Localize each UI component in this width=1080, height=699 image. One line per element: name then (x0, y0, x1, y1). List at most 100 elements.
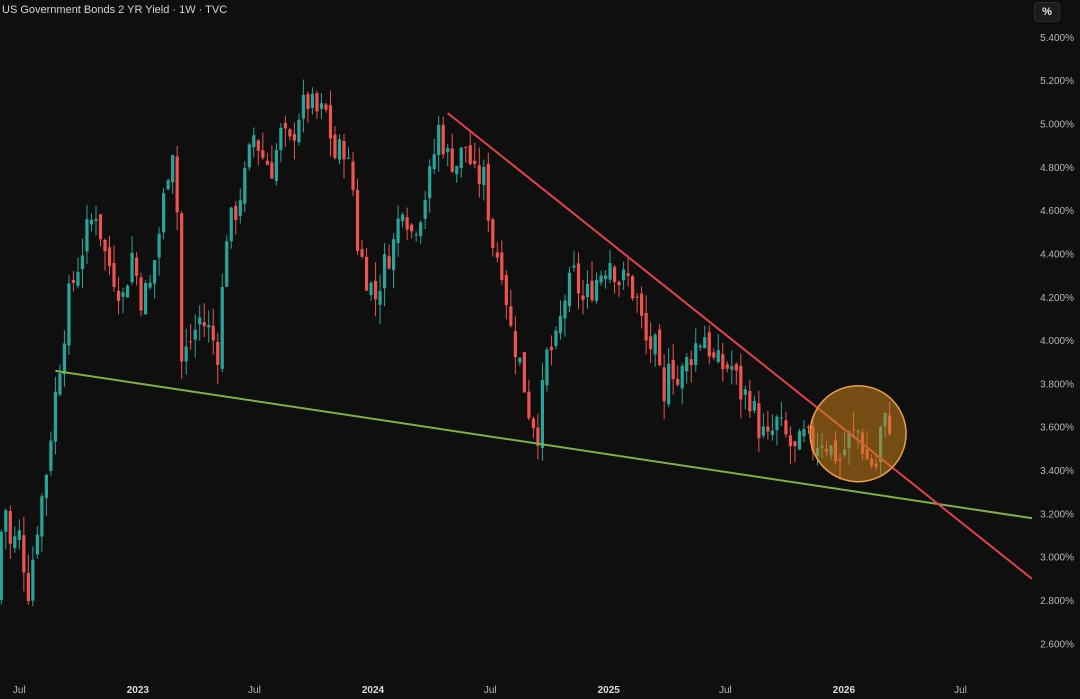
candle-body (423, 200, 427, 219)
candle-body (261, 150, 265, 158)
candle-body (549, 346, 554, 351)
candle-body (396, 218, 400, 244)
candle-body (536, 427, 540, 446)
candle-body (26, 573, 30, 602)
candle-body (247, 144, 251, 168)
candle-body (378, 291, 382, 305)
candle-body (324, 104, 328, 110)
candle-body (617, 282, 621, 286)
candle-body (563, 300, 567, 319)
candle-body (802, 429, 806, 437)
candle-body (446, 147, 450, 153)
highlight-circle[interactable] (809, 384, 907, 483)
candle-body (739, 365, 743, 400)
y-tick-label: 4.000% (1040, 336, 1074, 347)
candle-body (558, 315, 563, 333)
candle-body (658, 329, 662, 366)
unit-toggle-button[interactable]: % (1034, 2, 1060, 22)
candle-body (468, 145, 472, 165)
y-tick-label: 3.800% (1040, 379, 1074, 390)
y-tick-label: 2.600% (1040, 639, 1074, 650)
candle-body (698, 345, 702, 348)
x-tick-label: 2024 (362, 685, 385, 696)
candle-body (554, 330, 558, 346)
candle-body (22, 535, 26, 573)
candle-body (482, 166, 486, 186)
resistance-trendline[interactable] (447, 112, 1033, 580)
candle-body (797, 431, 802, 450)
candle-body (355, 189, 360, 251)
candle-body (238, 200, 242, 216)
candle-body (162, 193, 166, 233)
candle-body (319, 103, 324, 109)
candle-body (662, 367, 666, 402)
candle-body (342, 140, 346, 160)
candle-body (603, 275, 608, 280)
candle-body (612, 266, 617, 283)
candlestick-series (0, 79, 892, 607)
y-tick-label: 5.400% (1040, 33, 1074, 44)
candle-body (441, 124, 445, 155)
x-tick-label: Jul (248, 685, 261, 696)
support-trendline[interactable] (55, 369, 1033, 520)
candle-body (351, 161, 355, 191)
candle-body (112, 262, 116, 287)
y-tick-label: 4.400% (1040, 249, 1074, 260)
candle-body (13, 536, 17, 549)
candle-body (80, 255, 85, 270)
candle-body (288, 129, 292, 137)
candle-body (125, 285, 130, 298)
candle-body (640, 293, 644, 316)
candle-body (775, 416, 779, 431)
candle-body (527, 391, 531, 419)
candle-body (635, 296, 639, 298)
candle-body (62, 343, 67, 375)
candle-body (337, 139, 342, 160)
y-tick-label: 5.200% (1040, 76, 1074, 87)
candle-body (486, 163, 490, 221)
candle-body (743, 389, 747, 395)
candle-body (387, 256, 391, 269)
candle-body (157, 233, 161, 258)
y-tick-label: 5.000% (1040, 119, 1074, 130)
candle-body (220, 287, 224, 369)
candle-body (599, 275, 603, 283)
x-tick-label: Jul (13, 685, 26, 696)
candle-body (806, 426, 811, 428)
candle-body (40, 496, 44, 537)
chart-title: US Government Bonds 2 YR Yield · 1W · TV… (2, 4, 228, 16)
candle-body (770, 430, 774, 436)
candle-body (49, 440, 53, 471)
candle-body (761, 426, 765, 436)
candle-body (143, 283, 148, 315)
candle-body (725, 364, 729, 369)
candle-body (784, 420, 788, 435)
x-tick-label: 2023 (127, 685, 150, 696)
y-tick-label: 4.600% (1040, 206, 1074, 217)
candle-body (153, 260, 157, 284)
x-tick-label: 2025 (598, 685, 621, 696)
candle-body (545, 349, 549, 386)
candle-body (189, 341, 193, 343)
candle-body (360, 249, 364, 257)
candle-body (572, 265, 576, 268)
candle-body (180, 213, 184, 362)
candle-body (757, 403, 761, 439)
y-tick-label: 3.600% (1040, 423, 1074, 434)
candle-body (198, 317, 202, 325)
candle-body (310, 93, 315, 108)
candle-body (721, 354, 725, 370)
candle-body (748, 391, 752, 412)
candle-body (121, 292, 125, 297)
candle-body (567, 272, 572, 307)
candle-body (585, 283, 590, 298)
candle-body (107, 247, 112, 267)
candle-body (166, 180, 170, 190)
candle-body (98, 214, 103, 240)
candle-body (491, 219, 495, 248)
candle-body (392, 239, 396, 270)
x-tick-label: Jul (954, 685, 967, 696)
candle-body (712, 352, 716, 358)
candle-body (685, 357, 689, 372)
